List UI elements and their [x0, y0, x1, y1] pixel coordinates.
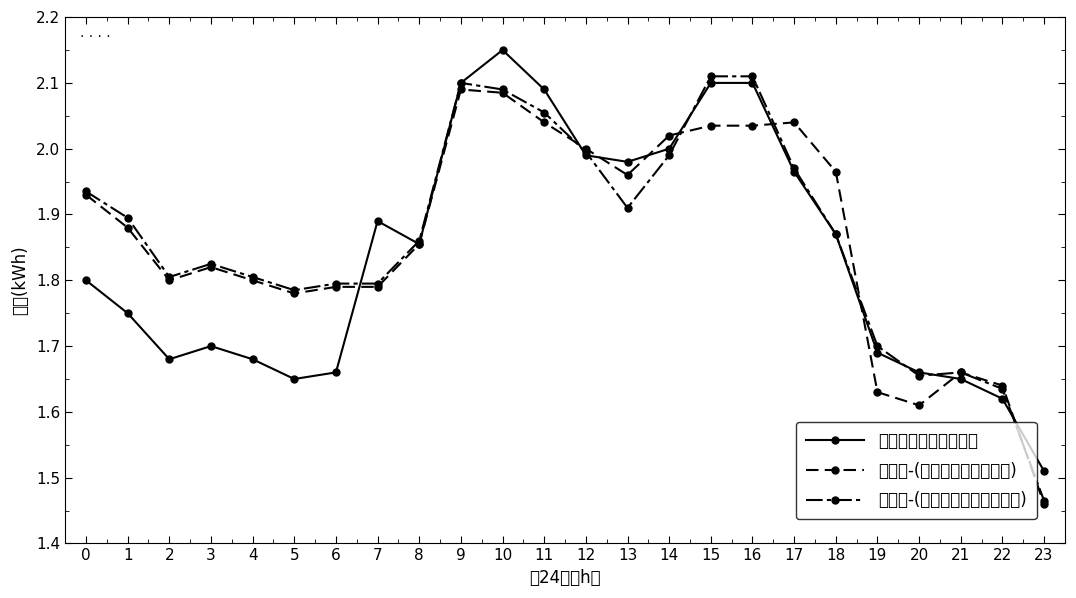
优化前典型日负荷曲线: [413, 240, 426, 248]
优化前典型日负荷曲线: [746, 80, 759, 87]
优化后-(冬季需求价格弹性系数): [954, 369, 967, 376]
优化后-(冬季需求价格弹性系数): [912, 372, 925, 379]
优化后-(年需求价格弹性系数): [621, 172, 634, 179]
优化后-(年需求价格弹性系数): [162, 277, 175, 284]
优化后-(年需求价格弹性系数): [830, 168, 843, 175]
优化前典型日负荷曲线: [287, 376, 300, 383]
优化后-(年需求价格弹性系数): [788, 119, 801, 126]
优化前典型日负荷曲线: [830, 231, 843, 238]
优化前典型日负荷曲线: [788, 168, 801, 175]
优化后-(冬季需求价格弹性系数): [371, 280, 384, 287]
优化后-(冬季需求价格弹性系数): [579, 148, 592, 155]
优化后-(冬季需求价格弹性系数): [538, 109, 551, 116]
优化前典型日负荷曲线: [204, 343, 217, 350]
优化后-(年需求价格弹性系数): [329, 283, 342, 291]
Y-axis label: 负荷(kWh): 负荷(kWh): [11, 246, 29, 315]
优化前典型日负荷曲线: [912, 369, 925, 376]
Text: · · · ·: · · · ·: [81, 30, 111, 44]
优化后-(年需求价格弹性系数): [246, 277, 259, 284]
Line: 优化后-(年需求价格弹性系数): 优化后-(年需求价格弹性系数): [83, 86, 1048, 508]
优化后-(冬季需求价格弹性系数): [788, 165, 801, 172]
优化后-(年需求价格弹性系数): [746, 122, 759, 129]
优化前典型日负荷曲线: [1037, 468, 1050, 475]
优化前典型日负荷曲线: [538, 86, 551, 93]
优化前典型日负荷曲线: [579, 152, 592, 159]
优化后-(年需求价格弹性系数): [579, 145, 592, 152]
优化后-(冬季需求价格弹性系数): [122, 214, 134, 221]
优化后-(冬季需求价格弹性系数): [246, 273, 259, 280]
优化后-(年需求价格弹性系数): [705, 122, 718, 129]
优化前典型日负荷曲线: [870, 349, 883, 356]
优化后-(年需求价格弹性系数): [454, 86, 467, 93]
优化后-(冬季需求价格弹性系数): [80, 188, 93, 195]
优化前典型日负荷曲线: [663, 145, 676, 152]
优化前典型日负荷曲线: [954, 376, 967, 383]
优化后-(年需求价格弹性系数): [371, 283, 384, 291]
优化前典型日负荷曲线: [496, 47, 509, 54]
优化后-(年需求价格弹性系数): [870, 389, 883, 396]
优化前典型日负荷曲线: [371, 218, 384, 225]
优化前典型日负荷曲线: [246, 356, 259, 363]
优化前典型日负荷曲线: [80, 277, 93, 284]
优化后-(年需求价格弹性系数): [80, 191, 93, 199]
优化前典型日负荷曲线: [996, 395, 1009, 402]
优化前典型日负荷曲线: [122, 310, 134, 317]
优化后-(冬季需求价格弹性系数): [996, 385, 1009, 392]
Line: 优化前典型日负荷曲线: 优化前典型日负荷曲线: [83, 47, 1048, 475]
优化后-(年需求价格弹性系数): [413, 240, 426, 248]
优化后-(冬季需求价格弹性系数): [287, 286, 300, 294]
优化后-(年需求价格弹性系数): [912, 402, 925, 409]
优化后-(冬季需求价格弹性系数): [663, 152, 676, 159]
优化后-(冬季需求价格弹性系数): [496, 86, 509, 93]
优化后-(年需求价格弹性系数): [1037, 501, 1050, 508]
优化后-(冬季需求价格弹性系数): [830, 231, 843, 238]
优化后-(冬季需求价格弹性系数): [413, 237, 426, 245]
优化前典型日负荷曲线: [454, 80, 467, 87]
优化前典型日负荷曲线: [705, 80, 718, 87]
优化前典型日负荷曲线: [162, 356, 175, 363]
优化后-(冬季需求价格弹性系数): [204, 260, 217, 267]
优化后-(冬季需求价格弹性系数): [870, 343, 883, 350]
优化前典型日负荷曲线: [329, 369, 342, 376]
优化后-(年需求价格弹性系数): [496, 89, 509, 96]
Legend: 优化前典型日负荷曲线, 优化后-(年需求价格弹性系数), 优化后-(冬季需求价格弹性系数): 优化前典型日负荷曲线, 优化后-(年需求价格弹性系数), 优化后-(冬季需求价格…: [796, 422, 1036, 519]
优化后-(冬季需求价格弹性系数): [454, 80, 467, 87]
优化后-(年需求价格弹性系数): [122, 224, 134, 231]
优化后-(冬季需求价格弹性系数): [1037, 497, 1050, 504]
优化后-(年需求价格弹性系数): [954, 369, 967, 376]
优化后-(冬季需求价格弹性系数): [329, 280, 342, 287]
优化后-(冬季需求价格弹性系数): [162, 273, 175, 280]
优化后-(年需求价格弹性系数): [538, 119, 551, 126]
优化后-(冬季需求价格弹性系数): [705, 73, 718, 80]
优化后-(冬季需求价格弹性系数): [621, 205, 634, 212]
优化后-(年需求价格弹性系数): [663, 132, 676, 139]
优化后-(年需求价格弹性系数): [996, 382, 1009, 389]
Line: 优化后-(冬季需求价格弹性系数): 优化后-(冬季需求价格弹性系数): [83, 73, 1048, 504]
优化后-(冬季需求价格弹性系数): [746, 73, 759, 80]
X-axis label: 日24时（h）: 日24时（h）: [529, 569, 600, 587]
优化后-(年需求价格弹性系数): [204, 264, 217, 271]
优化前典型日负荷曲线: [621, 158, 634, 166]
优化后-(年需求价格弹性系数): [287, 290, 300, 297]
